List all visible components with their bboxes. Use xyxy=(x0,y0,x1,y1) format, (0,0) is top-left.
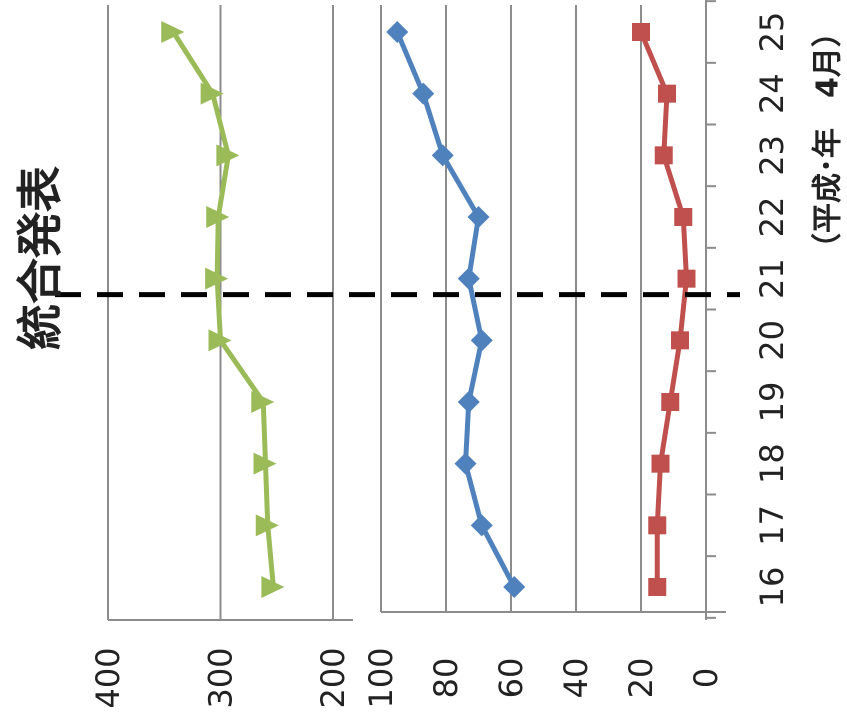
series-line-right-0 xyxy=(394,31,517,589)
data-point-right-1-24 xyxy=(658,84,676,103)
x-tick-label-19: 19 xyxy=(753,382,791,423)
y-tick-label-right-100: 100 xyxy=(362,647,400,708)
data-point-right-1-16 xyxy=(648,578,667,596)
x-tick-label-20: 20 xyxy=(753,320,791,361)
y-tick-label-right-40: 40 xyxy=(557,658,595,699)
y-tick-label-right-60: 60 xyxy=(492,658,530,699)
x-tick-label-16: 16 xyxy=(753,567,791,608)
data-point-left-0-24 xyxy=(200,82,224,105)
data-point-left-0-20 xyxy=(208,329,232,352)
data-point-right-0-17 xyxy=(470,514,493,537)
y-tick-label-left-200: 200 xyxy=(314,647,352,708)
data-point-right-1-21 xyxy=(677,269,696,288)
x-tick-label-24: 24 xyxy=(753,73,791,114)
x-tick-label-18: 18 xyxy=(753,443,791,484)
data-point-left-0-18 xyxy=(253,452,277,475)
data-point-right-1-25 xyxy=(632,23,650,41)
y-tick-label-right-0: 0 xyxy=(687,668,725,688)
data-point-right-0-23 xyxy=(431,144,454,167)
data-point-right-0-22 xyxy=(467,206,490,228)
y-tick-label-left-300: 300 xyxy=(202,647,240,708)
x-tick-label-25: 25 xyxy=(753,12,791,53)
data-point-right-0-18 xyxy=(454,452,477,475)
y-tick-label-left-400: 400 xyxy=(89,647,127,708)
data-point-right-1-18 xyxy=(651,454,670,473)
data-point-left-0-17 xyxy=(255,514,279,537)
data-point-left-0-21 xyxy=(205,267,229,290)
data-point-left-0-22 xyxy=(206,206,230,228)
data-point-right-0-24 xyxy=(412,82,435,105)
x-tick-label-21: 21 xyxy=(753,258,791,299)
x-tick-label-22: 22 xyxy=(753,197,791,238)
x-tick-label-17: 17 xyxy=(753,505,791,546)
x-tick-label-23: 23 xyxy=(753,135,791,176)
data-point-left-0-19 xyxy=(251,391,275,413)
data-point-right-0-20 xyxy=(470,329,493,352)
data-point-right-1-20 xyxy=(671,331,689,350)
data-point-right-0-19 xyxy=(457,391,480,413)
data-point-right-0-25 xyxy=(386,21,409,43)
data-point-left-0-23 xyxy=(216,144,240,167)
data-point-right-1-23 xyxy=(654,146,673,165)
series-line-left-0 xyxy=(171,30,276,588)
y-tick-label-right-20: 20 xyxy=(622,658,660,699)
data-point-right-1-19 xyxy=(661,393,680,411)
event-marker-label: 統合発表 xyxy=(13,166,67,350)
data-point-left-0-25 xyxy=(161,21,185,43)
data-point-right-1-22 xyxy=(674,208,693,226)
x-axis-unit-label: （平成･年 4月） xyxy=(811,17,846,263)
series-line-right-1 xyxy=(638,31,689,587)
data-point-left-0-16 xyxy=(261,576,285,598)
data-point-right-0-16 xyxy=(503,576,526,598)
data-point-right-1-17 xyxy=(648,516,667,535)
data-point-right-0-21 xyxy=(457,267,480,290)
y-tick-label-right-80: 80 xyxy=(427,658,465,699)
